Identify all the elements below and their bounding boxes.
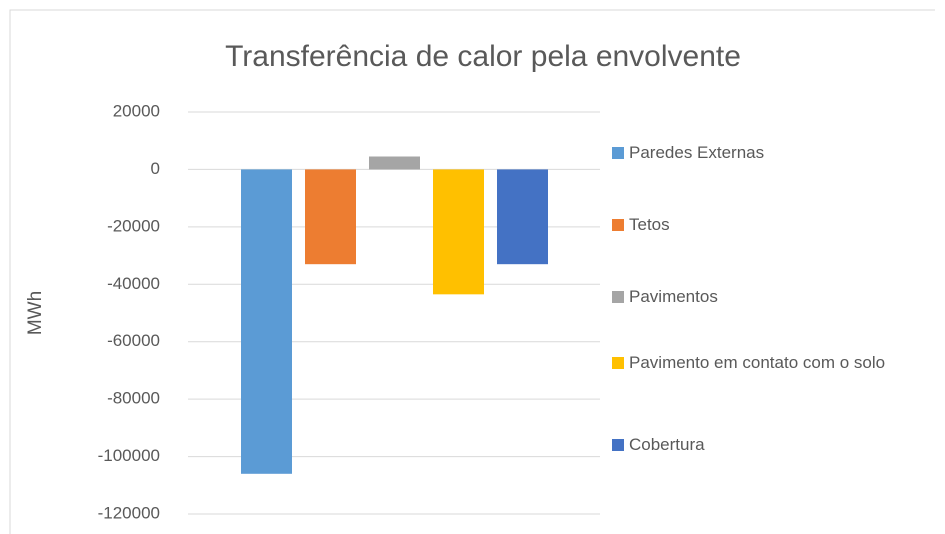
legend-label: Pavimento em contato com o solo (629, 353, 886, 372)
bar (433, 169, 484, 295)
y-tick-label: -40000 (107, 274, 160, 293)
legend-item: Pavimentos (612, 284, 932, 310)
legend-label: Pavimentos (629, 287, 718, 306)
y-tick-label: -60000 (107, 331, 160, 350)
chart-title: Transferência de calor pela envolvente (225, 40, 741, 73)
y-tick-label: -80000 (107, 389, 160, 408)
legend-swatch (612, 219, 624, 231)
bar (305, 169, 356, 265)
bar (369, 156, 420, 170)
bar (241, 169, 292, 474)
bar (497, 169, 548, 265)
legend-swatch (612, 147, 624, 159)
legend-label: Cobertura (629, 435, 705, 454)
legend-item: Pavimento em contato com o solo (612, 350, 932, 376)
legend-swatch (612, 439, 624, 451)
legend-label: Paredes Externas (629, 143, 765, 162)
y-tick-label: -100000 (98, 446, 160, 465)
y-axis-label: MWh (25, 291, 46, 335)
legend-swatch (612, 291, 624, 303)
legend-item: Tetos (612, 212, 932, 238)
chart-border (9, 9, 935, 534)
y-tick-label: -20000 (107, 216, 160, 235)
y-tick-label: 20000 (113, 101, 160, 120)
legend-item: Paredes Externas (612, 140, 932, 166)
y-tick-label: -120000 (98, 503, 160, 522)
legend-label: Tetos (629, 215, 670, 234)
legend-item: Cobertura (612, 432, 932, 458)
y-tick-label: 0 (151, 159, 160, 178)
legend-swatch (612, 357, 624, 369)
